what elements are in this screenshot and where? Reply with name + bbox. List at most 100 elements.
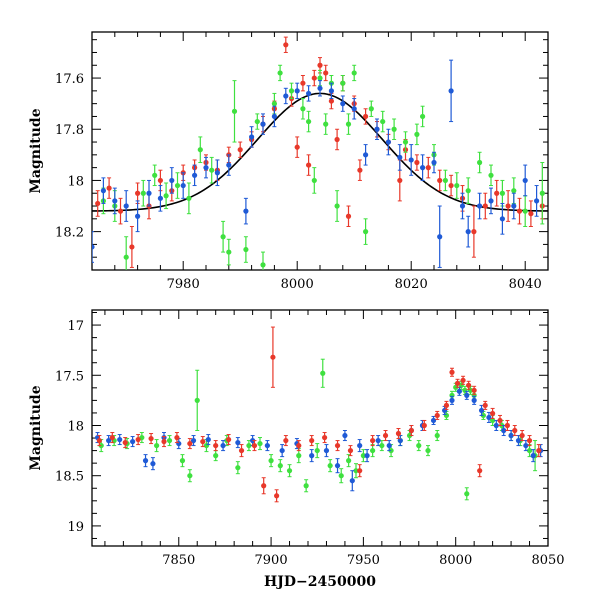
- data-point: [505, 203, 511, 209]
- data-point: [471, 229, 477, 235]
- data-point: [357, 468, 363, 474]
- data-point: [135, 190, 141, 196]
- data-point: [169, 177, 175, 184]
- data-point: [482, 203, 488, 209]
- data-point: [150, 461, 156, 467]
- data-point: [368, 106, 374, 112]
- data-point: [283, 42, 289, 48]
- data-point: [142, 458, 149, 464]
- data-point: [420, 165, 426, 171]
- y-tick-label: 18.2: [55, 226, 84, 241]
- data-point: [264, 442, 270, 449]
- data-point: [187, 473, 193, 479]
- data-point: [271, 101, 277, 107]
- data-point: [334, 203, 340, 209]
- data-point: [220, 234, 226, 240]
- series-1: [100, 64, 545, 270]
- data-point: [161, 438, 167, 445]
- data-point: [261, 483, 267, 489]
- data-point: [360, 453, 366, 459]
- data-point: [186, 195, 192, 201]
- data-point: [478, 407, 485, 414]
- data-point: [303, 483, 309, 489]
- data-point: [200, 438, 206, 445]
- data-point: [317, 75, 323, 81]
- data-point: [323, 121, 329, 127]
- data-point: [454, 182, 460, 189]
- data-point: [425, 447, 431, 454]
- x-tick-label: 8000: [281, 277, 314, 292]
- data-point: [519, 432, 525, 439]
- data-point: [205, 436, 211, 443]
- data-point: [194, 397, 200, 403]
- data-point: [420, 113, 426, 120]
- data-point: [187, 440, 193, 447]
- data-point: [130, 438, 136, 445]
- data-point: [397, 154, 403, 160]
- data-point: [192, 172, 198, 178]
- x-tick-label: 7900: [255, 553, 288, 568]
- y-tick-label: 17: [67, 319, 84, 334]
- data-point: [203, 165, 209, 171]
- data-point: [523, 442, 529, 449]
- data-point: [477, 159, 483, 166]
- bottom-panel-frame: [91, 309, 549, 547]
- data-point: [534, 198, 540, 204]
- x-tick-label: 8000: [439, 553, 472, 568]
- data-point: [345, 121, 352, 127]
- data-point: [96, 437, 102, 444]
- data-point: [117, 436, 123, 443]
- data-point: [456, 388, 462, 394]
- data-point: [235, 439, 241, 446]
- bottom-panel: 7850 7900 7950 8000 8050 17 17.5 18 18.5 19 Magnit…: [28, 309, 565, 590]
- data-point: [454, 380, 461, 386]
- y-tick-label: 18: [67, 174, 84, 189]
- data-point: [277, 463, 283, 469]
- data-point: [237, 147, 243, 153]
- data-point: [528, 211, 534, 217]
- data-point: [279, 447, 285, 454]
- data-point: [431, 159, 437, 166]
- data-point: [146, 190, 152, 196]
- data-point: [471, 387, 477, 393]
- data-point: [123, 203, 129, 209]
- data-point: [129, 244, 135, 250]
- data-point: [434, 412, 440, 419]
- x-tick-label: 8040: [509, 277, 542, 292]
- data-point: [526, 447, 533, 454]
- data-point: [448, 88, 454, 94]
- data-point: [465, 229, 471, 235]
- data-point: [157, 195, 163, 201]
- data-point: [270, 354, 276, 360]
- data-point: [148, 435, 154, 442]
- data-point: [408, 157, 414, 163]
- data-point: [379, 442, 385, 449]
- data-point: [309, 437, 315, 444]
- data-point: [135, 213, 141, 219]
- data-point: [386, 442, 392, 449]
- data-point: [471, 397, 477, 403]
- data-point: [511, 203, 517, 209]
- data-point: [294, 88, 300, 94]
- data-point: [135, 436, 141, 443]
- y-axis-label: Magnitude: [28, 385, 44, 470]
- data-point: [488, 198, 494, 204]
- data-point: [414, 159, 420, 166]
- data-point: [226, 436, 232, 443]
- series-2: [96, 326, 542, 503]
- data-point: [260, 121, 266, 127]
- data-point: [190, 437, 197, 444]
- data-point: [283, 437, 289, 444]
- data-point: [271, 113, 277, 120]
- data-point: [364, 453, 370, 459]
- data-point: [123, 254, 129, 260]
- data-point: [522, 208, 528, 214]
- data-point: [112, 198, 118, 204]
- data-point: [346, 458, 352, 464]
- data-point: [235, 465, 241, 471]
- data-point: [179, 458, 186, 464]
- data-point: [174, 434, 180, 441]
- x-tick-label: 7950: [347, 553, 380, 568]
- data-point: [340, 80, 346, 86]
- data-point: [490, 410, 496, 417]
